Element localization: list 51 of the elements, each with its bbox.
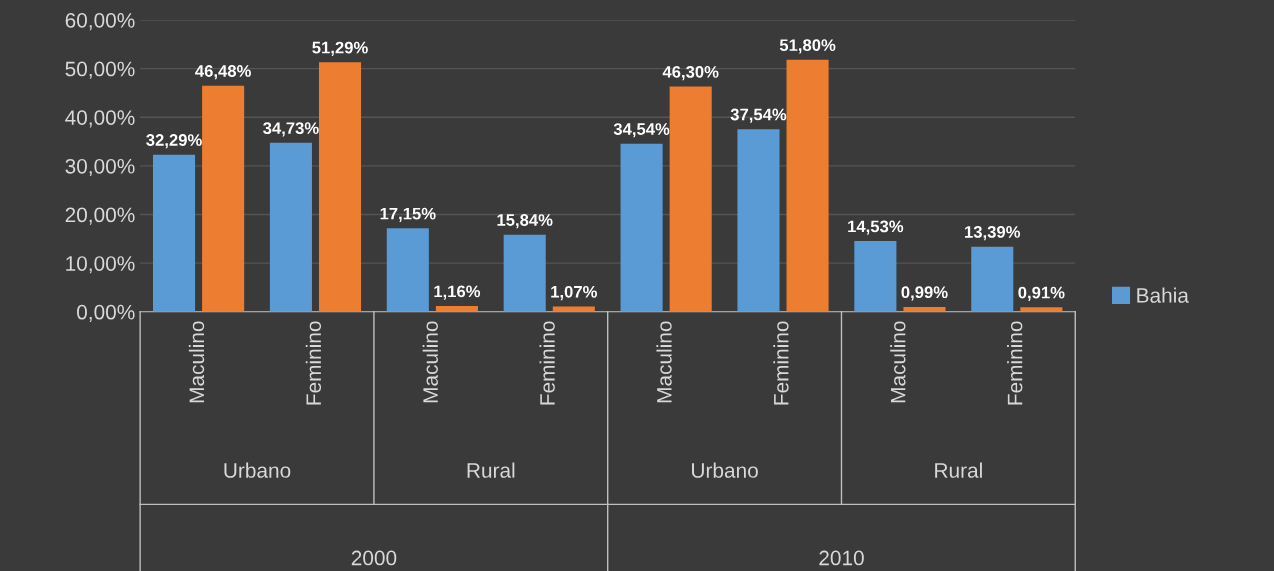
x-tick-label: Feminino <box>305 321 322 405</box>
text: Rural <box>467 462 515 478</box>
bar <box>620 143 663 312</box>
data-label: 34,54% <box>613 123 670 138</box>
bar <box>669 86 712 312</box>
y-tick-label: 60,00% <box>65 12 135 31</box>
bar <box>503 234 546 312</box>
x-tick-label: Maculino <box>422 321 438 403</box>
legend-label: Bahia <box>1137 287 1189 303</box>
text: 2000 <box>351 550 397 566</box>
x-tick-label: Feminino <box>539 321 555 405</box>
data-label: 13,39% <box>965 226 1021 241</box>
data-label: 46,30% <box>662 65 719 81</box>
text: Urbano <box>692 462 758 478</box>
bar <box>786 59 829 312</box>
data-label: 1,16% <box>434 285 481 300</box>
data-label: 14,53% <box>848 220 904 235</box>
y-tick-label: 40,00% <box>65 110 135 128</box>
x-tick-label: Maculino <box>890 321 906 403</box>
data-label: 0,91% <box>1018 286 1065 301</box>
data-label: 32,29% <box>146 134 202 149</box>
bar <box>854 241 897 312</box>
bar <box>269 142 312 312</box>
data-label: 51,29% <box>312 41 368 56</box>
bar <box>971 246 1014 312</box>
y-tick-label: 50,00% <box>65 61 135 79</box>
data-label: 1,07% <box>551 285 597 301</box>
data-label: 37,54% <box>730 108 787 123</box>
data-label: 46,48% <box>195 65 251 80</box>
data-label: 51,80% <box>779 39 836 54</box>
data-label: 15,84% <box>497 214 553 229</box>
x-tick-label: Feminino <box>1007 321 1023 405</box>
x-tick-label: Maculino <box>656 321 672 403</box>
bar <box>1020 307 1063 312</box>
bar <box>202 85 245 312</box>
text: 2010 <box>819 550 864 566</box>
x-tick-label: Feminino <box>773 321 789 405</box>
y-tick-label: 0,00% <box>77 304 135 322</box>
bar <box>737 129 780 312</box>
text: Urbano <box>224 462 291 478</box>
data-label: 17,15% <box>380 207 436 222</box>
y-tick-label: 30,00% <box>65 158 135 177</box>
data-label: 34,73% <box>263 122 319 137</box>
text: Rural <box>935 462 982 478</box>
bar <box>318 62 362 312</box>
x-tick-label: Maculino <box>188 321 205 403</box>
data-label: 0,99% <box>901 286 948 301</box>
bar <box>153 154 196 312</box>
bar <box>386 228 429 312</box>
y-tick-label: 10,00% <box>66 256 135 274</box>
y-tick-label: 20,00% <box>65 207 135 225</box>
